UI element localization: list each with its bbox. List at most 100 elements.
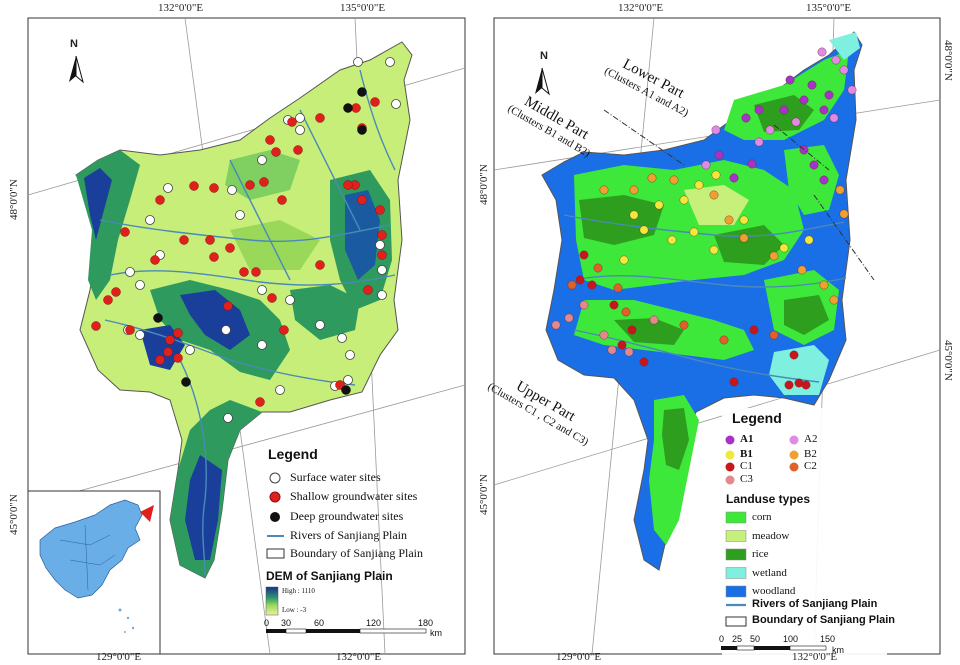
cluster-site-a1: [799, 95, 809, 105]
shallow-groundwater-site: [377, 250, 387, 260]
surface-water-site: [257, 340, 267, 350]
cluster-site-a2: [701, 160, 711, 170]
landuse-swatch-rice: [725, 548, 747, 561]
surface-water-site: [227, 185, 237, 195]
coord-bottom-right: 132°0'0"E: [336, 651, 382, 663]
cluster-site-b2: [739, 233, 749, 243]
landuse-label-woodland: woodland: [752, 585, 796, 597]
surface-water-site: [353, 57, 363, 67]
cluster-site-a1: [807, 80, 817, 90]
dem-title: DEM of Sanjiang Plain: [266, 569, 393, 583]
cluster-site-c1: [575, 275, 585, 285]
surface-water-site: [285, 295, 295, 305]
cluster-site-b1: [667, 235, 677, 245]
surface-water-site: [145, 215, 155, 225]
cluster-site-c3: [607, 345, 617, 355]
cluster-site-b1: [654, 200, 664, 210]
landuse-label-corn: corn: [752, 511, 772, 523]
shallow-groundwater-site: [343, 180, 353, 190]
shallow-groundwater-site: [279, 325, 289, 335]
surface-water-site: [135, 330, 145, 340]
cluster-site-a1: [754, 105, 764, 115]
coord-left-45: 45°0'0"N: [478, 474, 490, 515]
shallow-groundwater-site: [375, 205, 385, 215]
scale-tick-2: 60: [314, 618, 325, 628]
dem-high: High : 1110: [282, 587, 315, 595]
north-label: N: [540, 50, 548, 62]
cluster-site-b2: [835, 185, 845, 195]
cluster-site-a1: [809, 160, 819, 170]
cluster-site-c1: [729, 377, 739, 387]
shallow-groundwater-site: [173, 328, 183, 338]
landuse-swatch-corn: [725, 511, 747, 524]
shallow-groundwater-site: [125, 325, 135, 335]
legend-cluster-b2: B2: [804, 448, 817, 460]
north-arrow-icon: [535, 67, 550, 96]
cluster-site-b1: [629, 210, 639, 220]
surface-water-site: [275, 385, 285, 395]
coord-right-45: 45°0'0"N: [942, 340, 954, 381]
scale-tick-0: 0: [719, 634, 725, 644]
cluster-site-b2: [829, 295, 839, 305]
shallow-groundwater-site: [209, 183, 219, 193]
legend-boundary-swatch: [725, 616, 747, 627]
cluster-sites: [551, 47, 857, 390]
cluster-site-b1: [694, 180, 704, 190]
shallow-groundwater-site: [103, 295, 113, 305]
surface-water-site: [385, 57, 395, 67]
cluster-site-c1: [579, 250, 589, 260]
coord-top-left: 132°0'0"E: [618, 2, 664, 14]
surface-water-site: [315, 320, 325, 330]
coord-right-48: 48°0'0"N: [942, 40, 954, 81]
shallow-groundwater-site: [357, 195, 367, 205]
dem-low: Low : -3: [282, 606, 307, 614]
surface-water-sites: [123, 57, 401, 423]
shallow-groundwater-site: [315, 113, 325, 123]
cluster-site-a1: [747, 159, 757, 169]
map-frame: [27, 17, 466, 655]
coord-bottom-right: 132°0'0"E: [792, 651, 838, 663]
coord-bottom-left: 129°0'0"E: [556, 651, 602, 663]
china-inset-map: [27, 490, 161, 655]
surface-water-site: [375, 240, 385, 250]
cluster-site-c1: [789, 350, 799, 360]
landuse-label-meadow: meadow: [752, 529, 790, 542]
cluster-site-c1: [617, 340, 627, 350]
cluster-site-c2: [621, 307, 631, 317]
cluster-site-c1: [587, 280, 597, 290]
scale-tick-3: 120: [366, 618, 382, 628]
rivers: [563, 214, 847, 383]
cluster-site-c1: [784, 380, 794, 390]
legend-cluster-symbols: [725, 435, 799, 485]
shallow-groundwater-site: [163, 347, 173, 357]
dem-map-svg: [27, 17, 466, 655]
shallow-groundwater-site: [111, 287, 121, 297]
shallow-groundwater-site: [351, 103, 361, 113]
legend-surface-label: Surface water sites: [290, 470, 381, 484]
cluster-site-c3: [649, 315, 659, 325]
deep-groundwater-site: [153, 313, 163, 323]
rivers: [99, 69, 396, 576]
coord-top-right: 135°0'0"E: [340, 2, 386, 14]
cluster-site-c2: [593, 263, 603, 273]
deep-groundwater-site: [343, 103, 353, 113]
scale-unit: km: [832, 645, 844, 655]
shallow-groundwater-site: [91, 321, 101, 331]
cluster-site-c1: [801, 380, 811, 390]
cluster-site-b1: [639, 225, 649, 235]
shallow-groundwater-site: [370, 97, 380, 107]
cluster-site-a2: [791, 117, 801, 127]
legend-dot-a1: [725, 435, 735, 445]
legend-cluster-b1: B1: [740, 448, 753, 460]
shallow-groundwater-site: [363, 285, 373, 295]
cluster-site-b2: [629, 185, 639, 195]
shallow-groundwater-site: [293, 145, 303, 155]
shallow-groundwater-site: [155, 355, 165, 365]
cluster-site-c3: [564, 313, 574, 323]
surface-water-site: [295, 125, 305, 135]
cluster-site-a2: [817, 47, 827, 57]
cluster-site-b1: [739, 215, 749, 225]
cluster-site-b2: [669, 175, 679, 185]
cluster-site-b1: [619, 255, 629, 265]
scale-unit: km: [430, 628, 442, 638]
